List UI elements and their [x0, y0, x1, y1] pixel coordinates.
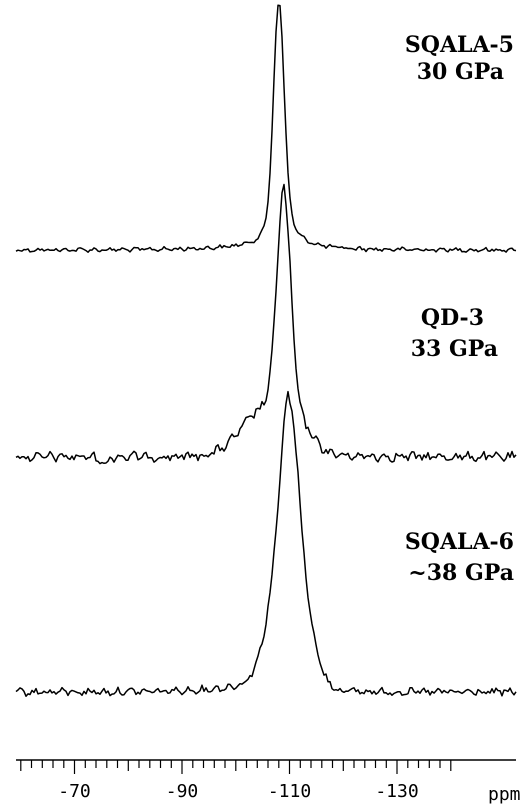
- spectrum-line-2: [15, 183, 517, 465]
- spectrum-line-3: [15, 390, 517, 697]
- x-tick-label: -70: [58, 781, 91, 802]
- series-label-2-name: QD-3: [421, 305, 484, 331]
- x-axis-unit-label: ppm: [488, 784, 521, 805]
- series-label-1-name: SQALA-5: [405, 32, 514, 58]
- spectrum-line-1: [15, 4, 517, 253]
- series-label-2-pressure: 33 GPa: [411, 336, 498, 362]
- spectra-group: [15, 4, 517, 697]
- x-tick-label: -90: [166, 781, 199, 802]
- x-tick-label: -110: [268, 781, 311, 802]
- series-label-3-name: SQALA-6: [405, 529, 514, 555]
- series-label-1-pressure: 30 GPa: [417, 59, 504, 85]
- series-label-3-pressure: ~38 GPa: [408, 560, 514, 586]
- x-tick-label: -130: [375, 781, 418, 802]
- x-axis: -70 -90 -110 -130: [16, 759, 516, 802]
